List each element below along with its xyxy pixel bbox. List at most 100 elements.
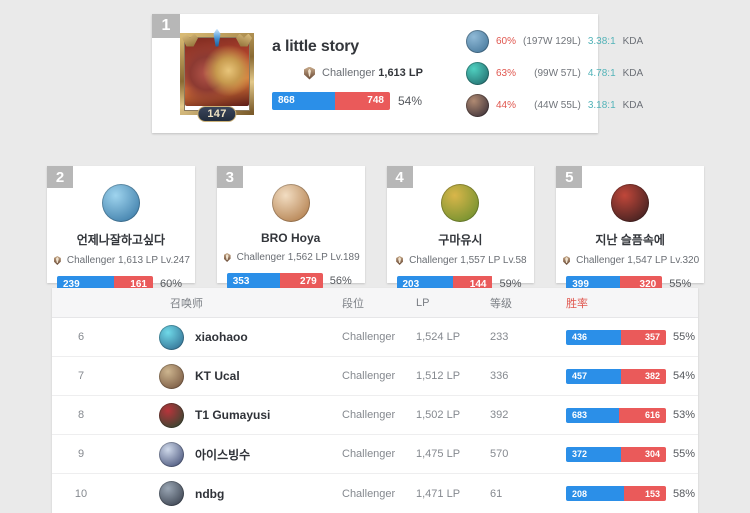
summoner-avatar[interactable]: [159, 441, 184, 467]
loss-segment: 357: [621, 329, 666, 345]
hero-card-body: 1 147 a little story Challenger 1,613 LP…: [152, 14, 643, 133]
hero-summoner-name[interactable]: a little story: [272, 37, 360, 55]
hero-win-segment: 868: [272, 91, 336, 110]
champion-record: (99W 57L): [534, 68, 581, 79]
winrate-pct: 60%: [160, 278, 183, 290]
row-level: 392: [490, 409, 509, 421]
winrate-pct: 55%: [673, 331, 696, 343]
row-summoner[interactable]: xiaohaoo: [110, 324, 342, 350]
header-winrate[interactable]: 胜率: [566, 297, 588, 310]
rank-card[interactable]: 5 지난 슬픔속에 Challenger 1,547 LP Lv.320 399 320…: [556, 166, 704, 292]
row-lp: 1,471 LP: [416, 487, 461, 500]
header-level[interactable]: 等级: [490, 297, 512, 310]
summoner-avatar[interactable]: [271, 184, 310, 222]
hero-winrate-pct: 54%: [398, 93, 423, 108]
header-summoner[interactable]: 召唤师: [170, 297, 203, 310]
row-rank: 6: [77, 331, 85, 343]
challenger-crest-icon: [394, 255, 405, 266]
table-row[interactable]: 10 ndbg Challenger 1,471 LP 61 208 153 58%: [52, 474, 698, 513]
top-rank-cards: 2 언제나잘하고싶다 Challenger 1,613 LP Lv.247 239 16…: [47, 166, 704, 292]
row-summoner[interactable]: T1 Gumayusi: [110, 402, 342, 428]
hero-level-badge: 147: [197, 105, 237, 122]
table-header-row: 召唤师 段位 LP 等级 胜率: [52, 288, 698, 318]
rank-card[interactable]: 4 구마유시 Challenger 1,557 LP Lv.58 203 144 59%: [386, 166, 535, 292]
rank-card[interactable]: 2 언제나잘하고싶다 Challenger 1,613 LP Lv.247 239 16…: [47, 166, 195, 292]
row-lp: 1,524 LP: [416, 331, 461, 343]
row-summoner[interactable]: KT Ucal: [110, 363, 342, 389]
row-rank: 10: [74, 487, 88, 500]
loss-segment: 279: [280, 273, 323, 289]
winrate-pct: 53%: [673, 409, 696, 421]
tier-row: Challenger 1,557 LP Lv.58: [387, 255, 535, 266]
row-lp: 1,475 LP: [416, 448, 461, 460]
loss-segment: 304: [621, 446, 666, 462]
row-rank: 7: [77, 370, 85, 382]
row-tier: Challenger: [342, 331, 396, 343]
winrate-pct: 58%: [673, 487, 696, 500]
tier-row: Challenger 1,613 LP Lv.247: [47, 255, 195, 266]
row-winrate: 457 382 54%: [566, 368, 698, 384]
table-row[interactable]: 8 T1 Gumayusi Challenger 1,502 LP 392 683 616 5…: [52, 396, 698, 435]
summoner-name[interactable]: 구마유시: [438, 233, 483, 247]
row-rank: 8: [77, 409, 85, 421]
summoner-avatar[interactable]: [611, 184, 650, 222]
win-segment: 683: [566, 407, 619, 423]
champion-avatar[interactable]: [466, 94, 489, 117]
summoner-name[interactable]: 언제나잘하고싶다: [76, 233, 166, 247]
row-lp: 1,512 LP: [416, 370, 461, 382]
table-body: 6 xiaohaoo Challenger 1,524 LP 233 436 357 55% 7…: [52, 318, 698, 513]
champion-winrate: 44%: [496, 100, 517, 111]
summoner-avatar[interactable]: [101, 184, 140, 222]
summoner-name[interactable]: KT Ucal: [195, 369, 240, 383]
champion-kda-label: KDA: [622, 100, 644, 111]
loss-segment: 616: [618, 407, 666, 423]
row-level: 233: [490, 331, 509, 343]
rank-card[interactable]: 3 BRO Hoya Challenger 1,562 LP Lv.189 353 27…: [216, 166, 365, 289]
header-tier[interactable]: 段位: [342, 297, 364, 310]
winloss-bar: 436 357: [566, 329, 666, 345]
row-summoner[interactable]: 아이스빙수: [110, 441, 342, 467]
hero-gem-icon: [213, 28, 221, 47]
table-row[interactable]: 7 KT Ucal Challenger 1,512 LP 336 457 382 54%: [52, 357, 698, 396]
summoner-name[interactable]: T1 Gumayusi: [195, 408, 271, 422]
challenger-crest-icon: [302, 66, 317, 81]
summoner-avatar[interactable]: [159, 402, 184, 428]
winloss-bar: 457 382: [566, 368, 666, 384]
row-summoner[interactable]: ndbg: [110, 481, 342, 506]
champion-kda: 3.38:1: [587, 36, 616, 47]
row-winrate: 208 153 58%: [566, 486, 698, 501]
row-tier: Challenger: [342, 448, 396, 460]
summoner-avatar[interactable]: [159, 481, 184, 506]
winloss-bar: 683 616: [566, 407, 666, 423]
summoner-name[interactable]: 아이스빙수: [195, 447, 251, 462]
row-level: 336: [490, 370, 509, 382]
header-lp[interactable]: LP: [416, 296, 430, 309]
rank-1-hero-card[interactable]: 1 147 a little story Challenger 1,613 LP…: [152, 14, 643, 133]
win-segment: 457: [566, 368, 621, 384]
summoner-name[interactable]: xiaohaoo: [195, 330, 248, 344]
summoner-avatar[interactable]: [159, 363, 184, 389]
tier-text: Challenger 1,557 LP Lv.58: [409, 255, 527, 266]
row-tier: Challenger: [342, 487, 396, 500]
champion-avatar[interactable]: [466, 30, 489, 53]
summoner-avatar[interactable]: [441, 184, 480, 222]
hero-avatar[interactable]: 147: [180, 28, 254, 122]
hero-winloss-row: 868 748 54%: [272, 91, 442, 110]
hero-info: a little story Challenger 1,613 LP 868 7…: [272, 38, 442, 110]
tier-row: Challenger 1,547 LP Lv.320: [556, 255, 704, 266]
table-row[interactable]: 9 아이스빙수 Challenger 1,475 LP 570 372 304 55%: [52, 435, 698, 474]
rank-badge: 5: [556, 166, 583, 188]
tier-text: Challenger 1,562 LP Lv.189: [236, 252, 360, 263]
row-winrate: 436 357 55%: [566, 329, 698, 345]
summoner-name[interactable]: BRO Hoya: [260, 231, 321, 245]
summoner-name[interactable]: ndbg: [195, 486, 225, 501]
summoner-avatar[interactable]: [159, 324, 184, 350]
row-rank: 9: [77, 448, 85, 460]
table-row[interactable]: 6 xiaohaoo Challenger 1,524 LP 233 436 357 55%: [52, 318, 698, 357]
row-lp: 1,502 LP: [416, 409, 461, 421]
summoner-name[interactable]: 지난 슬픔속에: [595, 233, 665, 247]
champion-avatar[interactable]: [466, 62, 489, 85]
tier-text: Challenger 1,547 LP Lv.320: [576, 255, 700, 266]
champion-kda-label: KDA: [622, 36, 644, 47]
champion-winrate: 63%: [496, 68, 517, 79]
